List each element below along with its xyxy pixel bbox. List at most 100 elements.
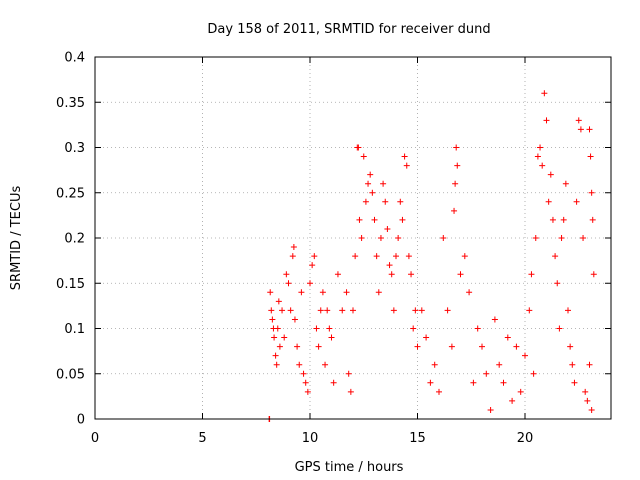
- y-tick-label: 0.35: [56, 96, 85, 111]
- data-point: [414, 343, 421, 350]
- point-layer: [266, 90, 597, 422]
- data-point: [291, 316, 298, 323]
- data-point: [554, 280, 561, 287]
- data-point: [294, 343, 301, 350]
- data-point: [522, 352, 528, 359]
- data-point: [315, 343, 322, 350]
- data-point: [408, 271, 415, 278]
- data-point: [279, 307, 286, 314]
- data-point: [569, 361, 576, 368]
- data-point: [487, 406, 494, 413]
- data-point: [558, 235, 565, 241]
- data-point: [582, 388, 589, 395]
- data-point: [517, 388, 524, 395]
- data-point: [276, 343, 283, 350]
- data-point: [272, 352, 279, 359]
- data-point: [562, 180, 569, 187]
- data-point: [311, 253, 318, 260]
- data-point: [386, 262, 393, 269]
- data-point: [271, 334, 278, 341]
- y-tick-label: 0: [77, 413, 85, 428]
- y-tick-label: 0.15: [56, 277, 85, 292]
- data-point: [571, 379, 578, 386]
- data-point: [268, 307, 275, 314]
- data-point: [491, 316, 498, 323]
- data-point: [287, 307, 294, 314]
- data-point: [453, 144, 460, 151]
- y-tick-label: 0.4: [64, 51, 85, 66]
- data-point: [283, 271, 290, 278]
- data-point: [289, 253, 296, 260]
- data-point: [302, 379, 309, 386]
- data-point: [584, 397, 591, 404]
- data-point: [369, 189, 376, 196]
- data-point: [530, 370, 537, 377]
- data-point: [388, 271, 395, 278]
- data-point: [405, 253, 412, 260]
- data-point: [296, 361, 303, 368]
- data-point: [345, 370, 352, 377]
- data-point: [290, 244, 297, 251]
- data-point: [448, 343, 455, 350]
- data-point: [343, 289, 350, 296]
- data-point: [412, 307, 419, 314]
- data-point: [587, 153, 594, 160]
- data-point: [358, 235, 365, 241]
- data-point: [326, 325, 333, 332]
- data-point: [590, 271, 597, 278]
- data-point: [307, 280, 313, 287]
- data-point: [451, 207, 458, 214]
- data-point: [452, 180, 459, 187]
- data-point: [504, 334, 511, 341]
- data-point: [436, 388, 442, 395]
- data-point: [362, 198, 369, 205]
- data-point: [371, 216, 378, 223]
- data-point: [356, 216, 363, 223]
- data-point: [589, 216, 596, 223]
- data-point: [384, 225, 391, 232]
- data-point: [454, 162, 461, 169]
- data-point: [281, 334, 288, 341]
- data-point: [588, 189, 595, 196]
- data-point: [350, 307, 356, 314]
- data-point: [479, 343, 485, 350]
- data-point: [543, 117, 550, 124]
- data-point: [319, 289, 326, 296]
- data-point: [410, 325, 417, 332]
- data-point: [444, 307, 451, 314]
- data-point: [309, 262, 316, 269]
- data-point: [567, 343, 574, 350]
- data-point: [382, 198, 389, 205]
- y-tick-label: 0.1: [64, 322, 85, 337]
- data-point: [537, 144, 544, 151]
- data-point: [588, 406, 595, 413]
- data-point: [375, 289, 382, 296]
- data-point: [367, 171, 374, 178]
- x-tick-label: 10: [302, 431, 319, 446]
- data-point: [560, 216, 567, 223]
- data-point: [573, 198, 580, 205]
- data-point: [401, 153, 408, 160]
- data-point: [461, 253, 468, 260]
- data-point: [397, 198, 404, 205]
- data-point: [393, 253, 399, 260]
- data-point: [513, 343, 520, 350]
- data-point: [539, 162, 546, 169]
- data-point: [399, 216, 406, 223]
- data-point: [347, 388, 354, 395]
- y-tick-label: 0.2: [64, 232, 85, 247]
- data-point: [580, 235, 587, 241]
- data-point: [528, 271, 535, 278]
- x-tick-label: 0: [91, 431, 99, 446]
- data-point: [496, 361, 503, 368]
- data-point: [466, 289, 473, 296]
- data-point: [403, 162, 410, 169]
- data-point: [365, 180, 372, 187]
- data-point: [269, 316, 276, 323]
- data-point: [532, 235, 539, 241]
- data-point: [360, 153, 367, 160]
- data-point: [355, 144, 362, 151]
- data-point: [556, 325, 563, 332]
- data-point: [300, 370, 307, 377]
